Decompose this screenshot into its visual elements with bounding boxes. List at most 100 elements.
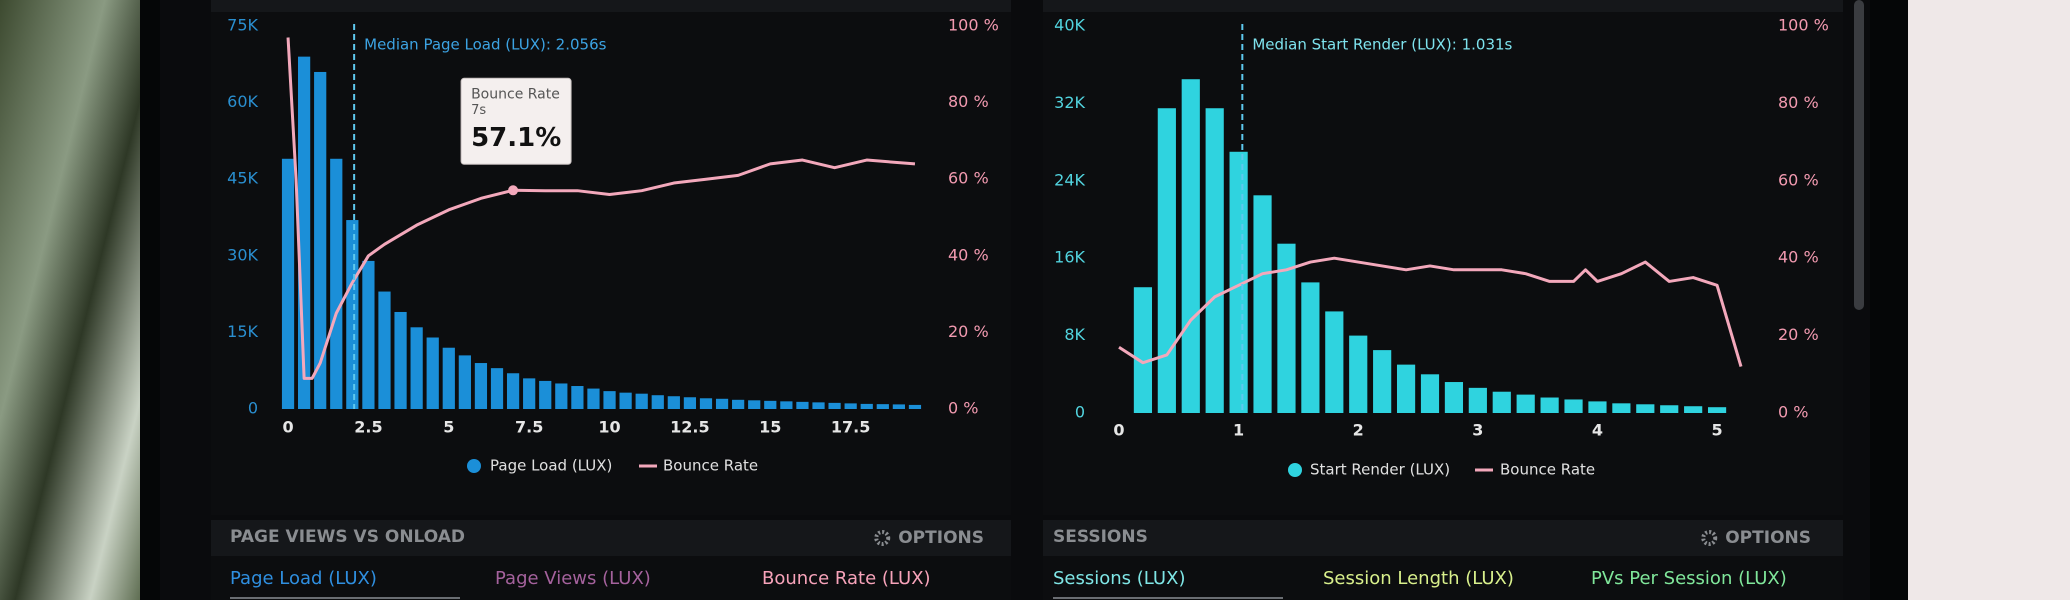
bar bbox=[314, 71, 327, 410]
bar bbox=[1396, 364, 1416, 413]
y2-tick-label: 0 % bbox=[948, 399, 978, 418]
bar bbox=[1277, 243, 1296, 413]
panel-header bbox=[1043, 520, 1843, 556]
median-label: Median Page Load (LUX): 2.056s bbox=[364, 36, 606, 54]
tab[interactable]: Bounce Rate (LUX) bbox=[762, 568, 931, 589]
legend-label: Page Load (LUX) bbox=[490, 457, 612, 475]
y-tick-label: 16K bbox=[1054, 248, 1085, 267]
bar bbox=[732, 399, 745, 409]
bar bbox=[667, 396, 680, 409]
panel-title: SESSIONS bbox=[1053, 527, 1148, 547]
bar bbox=[1157, 108, 1176, 414]
bar bbox=[1588, 401, 1607, 413]
bar bbox=[458, 355, 471, 409]
bar bbox=[1349, 335, 1368, 413]
bar bbox=[1564, 399, 1583, 413]
bar bbox=[699, 398, 713, 409]
bar bbox=[523, 378, 536, 409]
x-tick-label: 0 bbox=[1113, 421, 1124, 440]
y-tick-label: 15K bbox=[227, 322, 258, 341]
bar bbox=[764, 400, 777, 409]
y2-tick-label: 80 % bbox=[1778, 93, 1819, 112]
y2-tick-label: 0 % bbox=[1778, 403, 1808, 422]
y-tick-label: 45K bbox=[227, 169, 258, 188]
tab[interactable]: Sessions (LUX) bbox=[1053, 568, 1185, 589]
tooltip bbox=[460, 77, 572, 165]
bar bbox=[571, 386, 584, 409]
bar bbox=[587, 388, 600, 409]
y-tick-label: 32K bbox=[1054, 93, 1085, 112]
tab[interactable]: Page Views (LUX) bbox=[495, 568, 651, 589]
tab[interactable]: PVs Per Session (LUX) bbox=[1591, 568, 1787, 589]
options-button[interactable]: OPTIONS bbox=[1725, 528, 1811, 548]
x-tick-label: 2 bbox=[1353, 421, 1364, 440]
bar bbox=[748, 400, 761, 409]
bar bbox=[555, 383, 568, 409]
panel-header bbox=[211, 520, 1011, 556]
x-tick-label: 15 bbox=[759, 418, 781, 437]
panel-header bbox=[211, 0, 1011, 12]
options-icon[interactable] bbox=[1701, 530, 1718, 546]
bar bbox=[1612, 403, 1631, 413]
bar bbox=[796, 401, 809, 409]
bar bbox=[603, 391, 616, 409]
options-icon[interactable] bbox=[874, 530, 891, 546]
tooltip-point bbox=[508, 185, 519, 196]
x-tick-label: 5 bbox=[443, 418, 454, 437]
y2-tick-label: 100 % bbox=[1778, 16, 1829, 35]
panel-title: PAGE VIEWS VS ONLOAD bbox=[230, 527, 465, 547]
bar bbox=[1253, 195, 1272, 413]
legend-marker bbox=[467, 459, 481, 473]
y2-tick-label: 100 % bbox=[948, 16, 999, 35]
bar bbox=[1205, 108, 1224, 414]
y-tick-label: 30K bbox=[227, 245, 258, 264]
bar bbox=[908, 404, 922, 409]
x-tick-label: 1 bbox=[1233, 421, 1244, 440]
tooltip-value: 57.1% bbox=[471, 123, 561, 153]
y-tick-label: 24K bbox=[1054, 170, 1085, 189]
background-wall bbox=[1905, 0, 2070, 600]
bar bbox=[410, 327, 423, 409]
x-tick-label: 0 bbox=[282, 418, 293, 437]
legend-label: Start Render (LUX) bbox=[1310, 461, 1450, 479]
tab[interactable]: Page Load (LUX) bbox=[230, 568, 377, 589]
panel bbox=[211, 0, 1011, 515]
bar bbox=[1325, 311, 1344, 413]
bar bbox=[539, 380, 552, 409]
bar bbox=[1301, 282, 1320, 413]
bar bbox=[683, 397, 697, 409]
scrollbar[interactable] bbox=[1854, 0, 1864, 310]
x-tick-label: 5 bbox=[1712, 421, 1723, 440]
background-plant bbox=[0, 0, 150, 600]
bar bbox=[1133, 287, 1153, 413]
tab[interactable]: Session Length (LUX) bbox=[1323, 568, 1514, 589]
bar bbox=[715, 398, 729, 409]
y2-tick-label: 80 % bbox=[948, 92, 989, 111]
bar bbox=[1373, 350, 1392, 413]
y2-tick-label: 20 % bbox=[1778, 325, 1819, 344]
bar bbox=[1420, 374, 1440, 413]
bar bbox=[892, 404, 905, 409]
bar bbox=[1540, 397, 1559, 413]
bar bbox=[619, 392, 632, 409]
bar bbox=[780, 401, 793, 409]
x-tick-label: 2.5 bbox=[354, 418, 382, 437]
legend-label: Bounce Rate bbox=[1500, 461, 1595, 479]
bar bbox=[1468, 387, 1487, 413]
bar bbox=[844, 403, 857, 409]
x-tick-label: 4 bbox=[1592, 421, 1603, 440]
bar bbox=[828, 402, 841, 409]
options-button[interactable]: OPTIONS bbox=[898, 528, 984, 548]
bar bbox=[1684, 406, 1703, 413]
x-tick-label: 10 bbox=[598, 418, 620, 437]
y-tick-label: 40K bbox=[1054, 16, 1085, 35]
legend-marker bbox=[1288, 463, 1302, 477]
panel bbox=[1043, 0, 1843, 515]
bar bbox=[876, 404, 889, 409]
bar bbox=[378, 291, 391, 409]
y2-tick-label: 40 % bbox=[948, 245, 989, 264]
tooltip-title: Bounce Rate bbox=[471, 86, 560, 102]
y-tick-label: 8K bbox=[1064, 325, 1085, 344]
